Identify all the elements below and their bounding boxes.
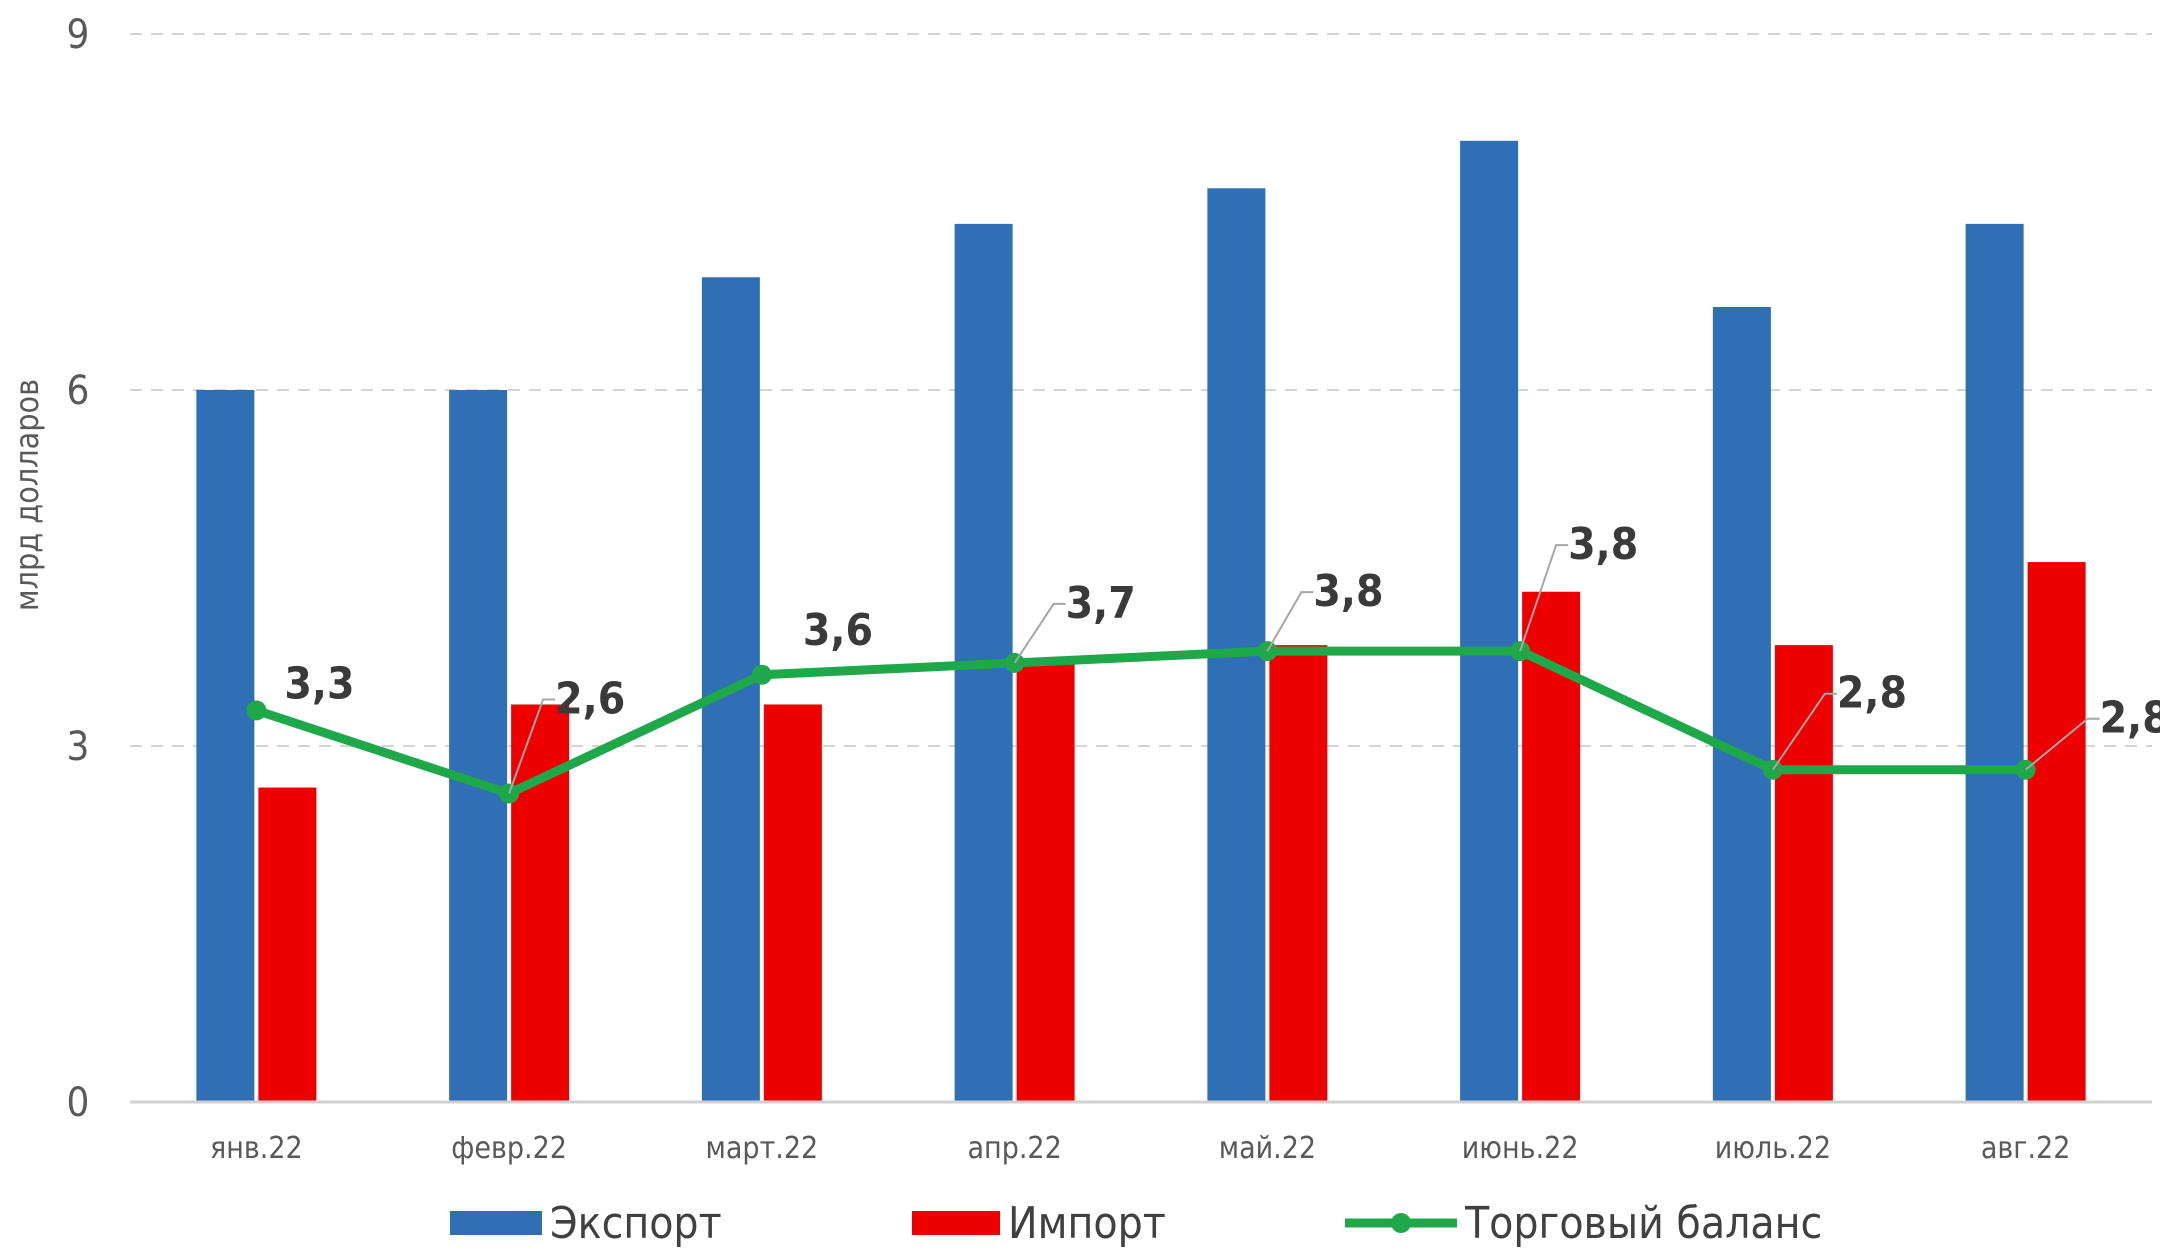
data-label: 3,3: [284, 658, 354, 709]
bars: [196, 140, 2086, 1103]
data-label-leader: [508, 698, 556, 794]
legend-label: Экспорт: [550, 1198, 722, 1249]
data-label-leader: [1772, 692, 1837, 771]
data-label: 3,6: [803, 605, 873, 656]
y-tick-label: 3: [67, 724, 90, 770]
y-tick-label: 9: [67, 12, 90, 58]
legend-swatch: [912, 1211, 1000, 1235]
data-label-leader: [2024, 717, 2100, 771]
import-bar: [1774, 645, 1833, 1102]
legend-marker: [1391, 1213, 1411, 1233]
export-bar: [1965, 223, 2024, 1102]
balance-point: [751, 664, 772, 685]
x-tick-label: май.22: [1219, 1131, 1316, 1166]
data-labels: 3,3 2,6 3,6 3,7 3,8 3,8 2,8 2,8: [284, 519, 2160, 794]
y-axis-label: млрд долларов: [8, 379, 46, 611]
data-label: 2,6: [555, 673, 625, 724]
x-tick-label: февр.22: [451, 1131, 567, 1166]
import-bar: [1016, 662, 1075, 1102]
data-label: 2,8: [2100, 693, 2160, 744]
legend-label: Импорт: [1008, 1198, 1166, 1249]
export-bar: [1712, 306, 1771, 1102]
export-bar: [1460, 140, 1519, 1103]
import-bar: [1269, 645, 1328, 1102]
data-label: 3,8: [1313, 566, 1383, 617]
balance-line: [251, 646, 2031, 798]
data-label-leader: [1519, 544, 1569, 652]
data-label: 3,8: [1568, 519, 1638, 570]
legend-swatch: [450, 1211, 542, 1235]
data-label: 3,7: [1066, 578, 1136, 629]
x-tick-label: апр.22: [968, 1131, 1062, 1166]
data-label: 2,8: [1837, 668, 1907, 719]
y-axis-ticks: 0 3 6 9: [67, 12, 90, 1126]
export-bar: [1207, 188, 1266, 1102]
export-bar: [196, 390, 255, 1102]
import-bar: [258, 787, 317, 1102]
import-bar: [763, 704, 822, 1102]
export-bar: [449, 390, 508, 1102]
x-tick-label: янв.22: [210, 1131, 303, 1166]
legend-label: Торговый баланс: [1464, 1198, 1822, 1249]
x-tick-label: июль.22: [1715, 1131, 1831, 1166]
balance-point: [246, 700, 267, 721]
data-label-leader: [1013, 602, 1066, 664]
gridlines: [130, 33, 2152, 747]
y-tick-label: 0: [67, 1080, 90, 1126]
x-axis-ticks: янв.22 февр.22 март.22 апр.22 май.22 июнь.22 и…: [210, 1131, 2070, 1166]
data-label-leader: [1266, 591, 1314, 652]
x-tick-label: авг.22: [1981, 1131, 2071, 1166]
legend: Экспорт Импорт Торговый баланс: [450, 1198, 1822, 1249]
y-tick-label: 6: [67, 368, 90, 414]
x-tick-label: март.22: [706, 1131, 819, 1166]
import-bar: [2027, 562, 2086, 1102]
x-tick-label: июнь.22: [1462, 1131, 1579, 1166]
